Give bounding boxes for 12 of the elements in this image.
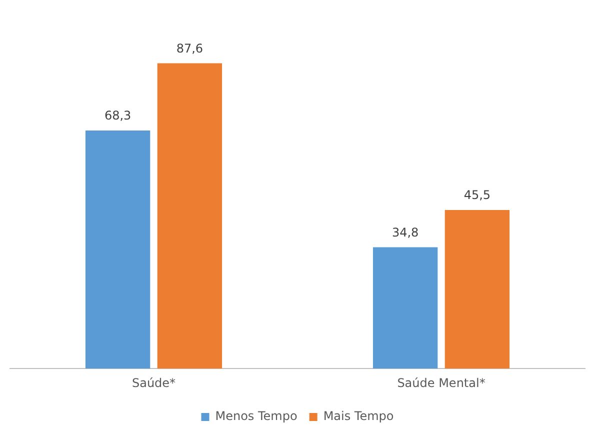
data-label: 34,8 (392, 225, 419, 240)
bar (444, 210, 510, 369)
legend-label: Menos Tempo (215, 409, 298, 424)
bar (157, 63, 222, 369)
data-label: 45,5 (464, 188, 491, 202)
x-tick-label: Saúde* (132, 376, 176, 390)
legend-label: Mais Tempo (323, 409, 394, 424)
bar (85, 130, 150, 369)
bar (372, 247, 438, 369)
data-label: 68,3 (104, 108, 132, 123)
data-label: 87,6 (176, 41, 204, 56)
x-tick-label: Saúde Mental* (397, 376, 486, 390)
